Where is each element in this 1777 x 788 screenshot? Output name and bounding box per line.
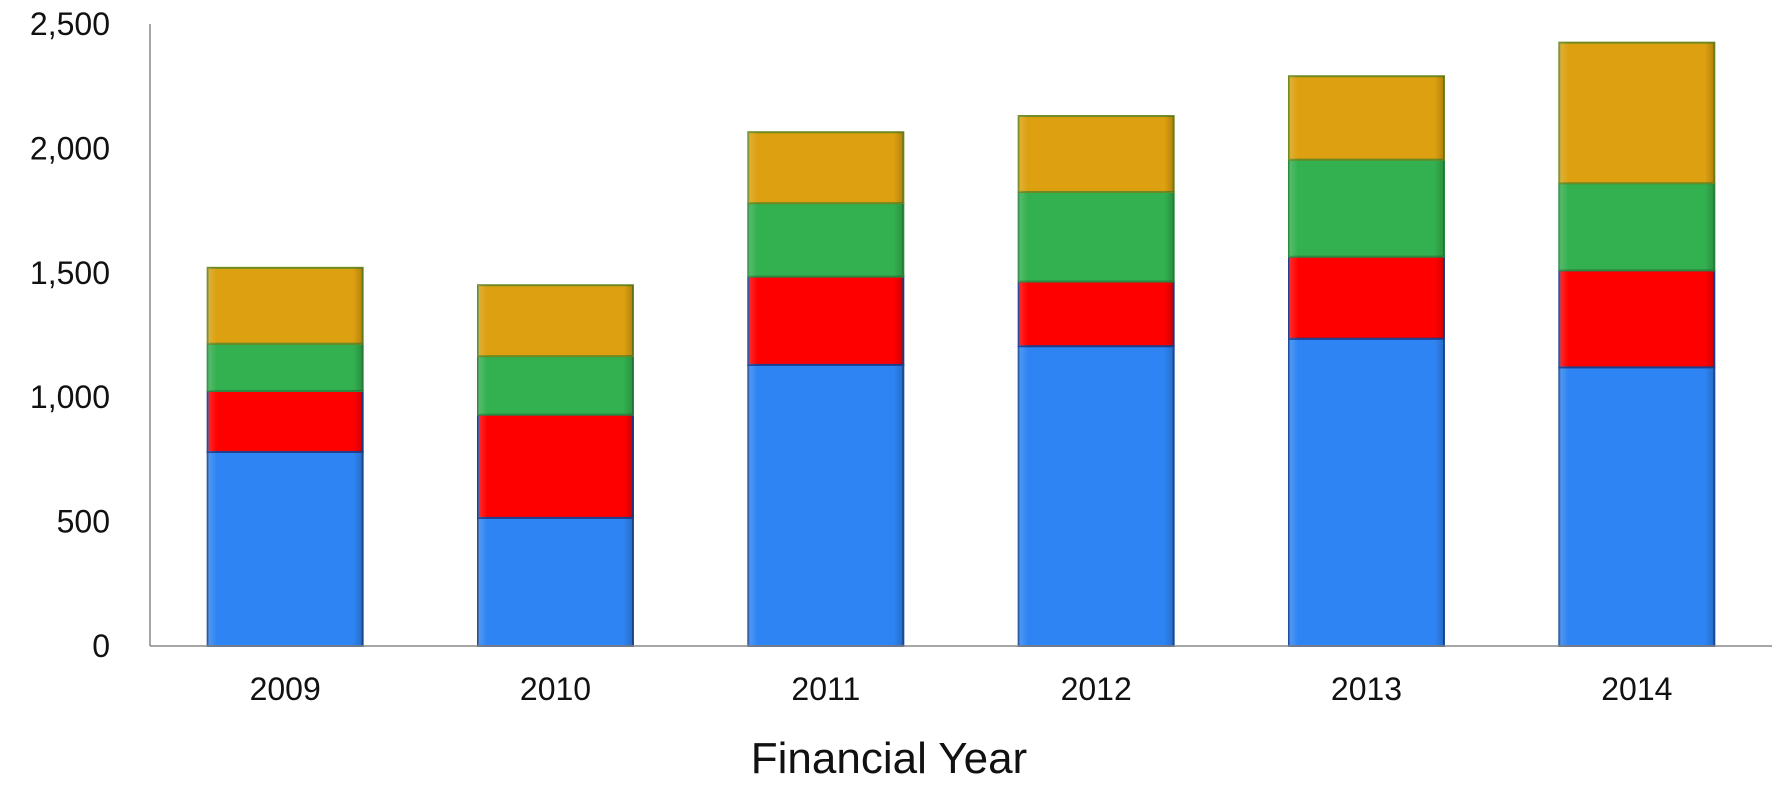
x-tick-label-2009: 2009 (250, 671, 321, 707)
bar-segment-shade (207, 267, 363, 344)
bar-segment-shade (1018, 191, 1174, 282)
x-tick-label-2013: 2013 (1331, 671, 1402, 707)
x-tick-labels: 2009 2010 2011 2012 2013 2014 (250, 671, 1673, 707)
y-tick-label: 2,500 (30, 6, 110, 42)
x-tick-label-2011: 2011 (791, 671, 860, 707)
x-axis-title: Financial Year (751, 734, 1027, 783)
bar-segment-shade (207, 390, 363, 452)
y-tick-labels: 0 500 1,000 1,500 2,000 2,500 (30, 6, 110, 664)
bar-segment-shade (207, 343, 363, 391)
y-tick-label: 1,000 (30, 379, 110, 415)
bar-segment-shade (1018, 281, 1174, 347)
x-tick-label-2012: 2012 (1061, 671, 1132, 707)
bars (206, 41, 1716, 647)
y-tick-label: 1,500 (30, 255, 110, 291)
bar-segment-shade (748, 364, 904, 646)
bar-segment-shade (1289, 338, 1444, 646)
bar-segment-shade (748, 203, 904, 277)
bar-segment-shade (1559, 367, 1715, 646)
bar-segment-shade (1559, 42, 1715, 184)
y-tick-label: 2,000 (30, 130, 110, 166)
bar-segment-shade (1559, 270, 1715, 368)
bar-segment-shade (1289, 76, 1444, 160)
x-tick-label-2010: 2010 (520, 671, 591, 707)
bar-segment-shade (1289, 159, 1444, 257)
y-tick-label: 500 (57, 504, 110, 540)
y-tick-label: 0 (92, 628, 110, 664)
bar-segment-shade (478, 356, 633, 415)
bar-segment-shade (478, 285, 633, 357)
bar-segment-shade (478, 517, 633, 646)
bar-segment-shade (1559, 183, 1715, 271)
bar-segment-shade (1289, 256, 1444, 339)
bar-segment-shade (478, 414, 633, 518)
bar-segment-shade (1018, 346, 1174, 646)
bar-segment-shade (1018, 116, 1174, 192)
bar-segment-shade (207, 451, 363, 646)
axes (149, 24, 1772, 647)
bar-segment-shade (748, 276, 904, 365)
x-tick-label-2014: 2014 (1601, 671, 1672, 707)
bar-segment-shade (748, 132, 904, 204)
